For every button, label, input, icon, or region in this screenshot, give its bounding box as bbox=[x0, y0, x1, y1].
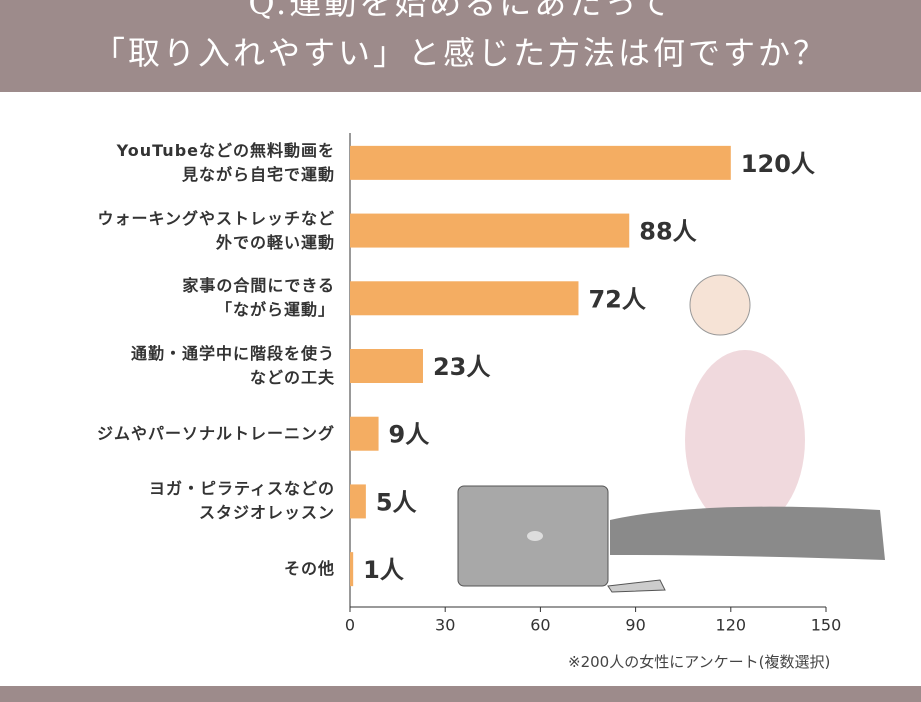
category-label: 家事の合間にできる 「ながら運動」 bbox=[182, 276, 335, 320]
bar bbox=[350, 213, 630, 248]
value-label: 72人 bbox=[588, 285, 645, 313]
bar bbox=[350, 484, 366, 519]
category-label: ヨガ・ピラティスなどの スタジオレッスン bbox=[148, 479, 335, 523]
category-label: 通勤・通学中に階段を使う などの工夫 bbox=[130, 344, 335, 387]
value-label: 23人 bbox=[433, 353, 490, 381]
x-tick-label: 150 bbox=[811, 616, 842, 635]
value-label: 9人 bbox=[389, 421, 430, 449]
category-label: ジムやパーソナルトレーニング bbox=[96, 423, 335, 443]
illustration bbox=[457, 274, 885, 593]
bar bbox=[350, 281, 579, 316]
x-tick-label: 0 bbox=[345, 616, 355, 635]
category-label: ウォーキングやストレッチなど 外での軽い運動 bbox=[97, 208, 335, 252]
chart-title: Q.運動を始めるにあたって 「取り入れやすい」と感じた方法は何ですか？ bbox=[92, 0, 828, 72]
x-tick-label: 90 bbox=[625, 616, 645, 635]
bar bbox=[350, 349, 423, 383]
value-label: 5人 bbox=[376, 488, 417, 516]
value-label: 120人 bbox=[741, 150, 815, 178]
footnote: ※200人の女性にアンケート(複数選択) bbox=[568, 653, 831, 671]
value-label: 1人 bbox=[363, 556, 404, 584]
bar bbox=[350, 416, 379, 451]
bar bbox=[350, 145, 731, 180]
x-tick-label: 30 bbox=[435, 616, 455, 635]
category-label: YouTubeなどの無料動画を 見ながら自宅で運動 bbox=[116, 140, 335, 184]
category-label: その他 bbox=[283, 559, 335, 579]
x-tick-label: 60 bbox=[530, 616, 550, 635]
header: Q.運動を始めるにあたって 「取り入れやすい」と感じた方法は何ですか？ bbox=[0, 0, 921, 92]
bar bbox=[350, 552, 354, 587]
footer bbox=[0, 686, 921, 702]
x-tick-label: 120 bbox=[716, 616, 747, 635]
value-label: 88人 bbox=[639, 218, 696, 246]
